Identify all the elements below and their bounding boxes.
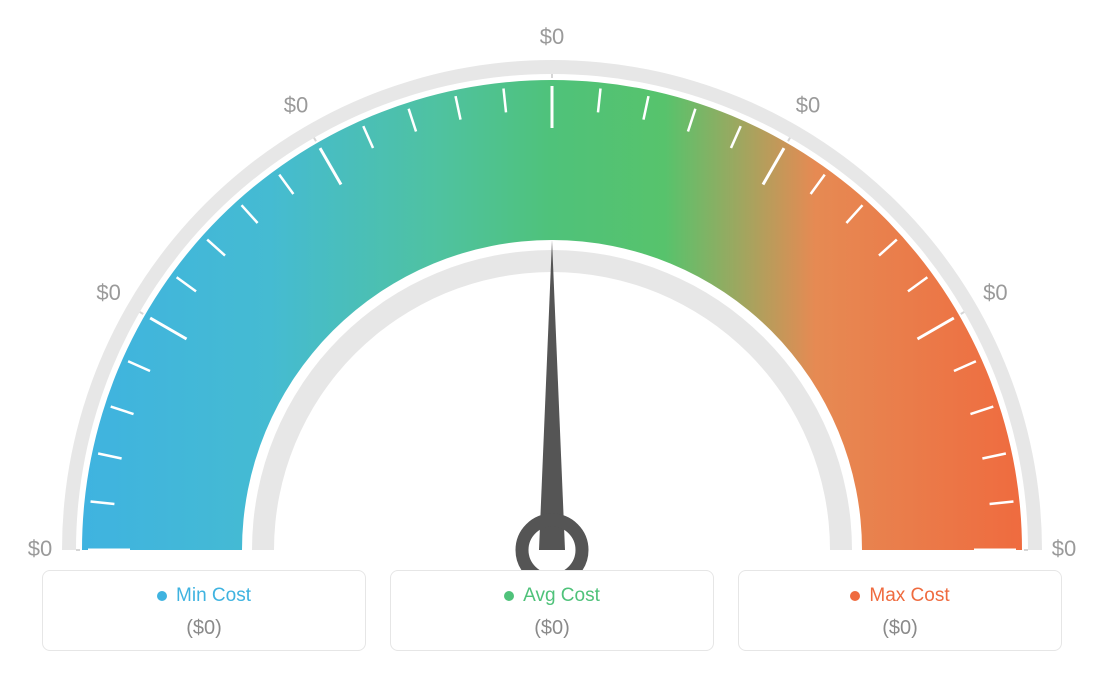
svg-text:$0: $0 (284, 92, 308, 117)
legend-title-avg: Avg Cost (504, 585, 600, 607)
dot-icon (157, 591, 167, 601)
legend-value-avg: ($0) (401, 617, 703, 640)
svg-text:$0: $0 (983, 280, 1007, 305)
legend-label-avg: Avg Cost (523, 585, 600, 607)
legend-row: Min Cost ($0) Avg Cost ($0) Max Cost ($0… (42, 570, 1062, 651)
svg-text:$0: $0 (540, 24, 564, 49)
gauge-svg: $0 $0 $0 $0 $0 $0 $0 (22, 10, 1082, 570)
legend-card-max: Max Cost ($0) (738, 570, 1062, 651)
legend-title-max: Max Cost (850, 585, 949, 607)
svg-text:$0: $0 (28, 536, 52, 561)
legend-card-avg: Avg Cost ($0) (390, 570, 714, 651)
svg-text:$0: $0 (796, 92, 820, 117)
svg-text:$0: $0 (1052, 536, 1076, 561)
dot-icon (504, 591, 514, 601)
dot-icon (850, 591, 860, 601)
legend-value-max: ($0) (749, 617, 1051, 640)
legend-value-min: ($0) (53, 617, 355, 640)
legend-card-min: Min Cost ($0) (42, 570, 366, 651)
gauge-chart: $0 $0 $0 $0 $0 $0 $0 (22, 10, 1082, 570)
svg-text:$0: $0 (96, 280, 120, 305)
legend-label-min: Min Cost (176, 585, 251, 607)
legend-title-min: Min Cost (157, 585, 251, 607)
chart-container: $0 $0 $0 $0 $0 $0 $0 Min Cost ($0) Avg Cost ($… (0, 0, 1104, 690)
legend-label-max: Max Cost (869, 585, 949, 607)
